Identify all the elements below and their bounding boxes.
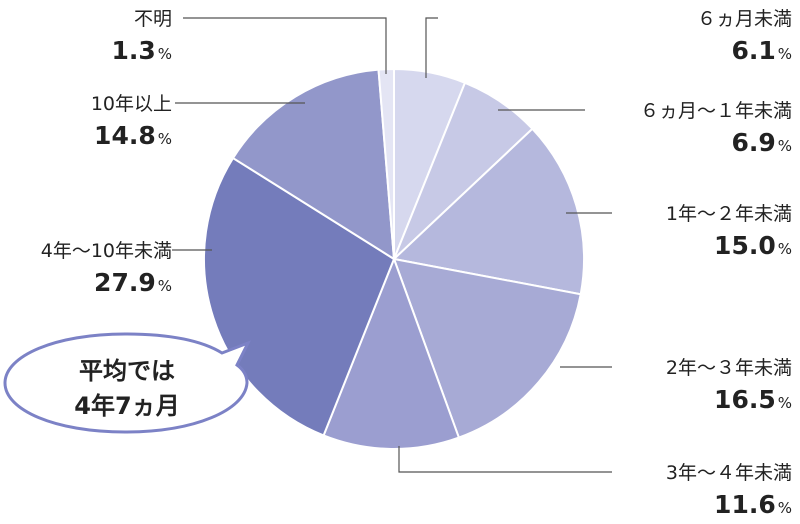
slice-value-label: 14.8% [94,121,172,150]
leader-lines [172,17,612,473]
slice-category-label: ６ヵ月未満 [697,8,792,30]
slice-value-label: 1.3% [111,36,172,65]
slice-category-label: 1年～２年未満 [666,203,792,225]
callout-line-2: 4年7ヵ月 [74,392,179,420]
slice-category-label: 10年以上 [91,93,172,115]
callout-bubble [3,332,252,434]
slice-value-label: 6.9% [731,128,792,157]
pie-slices [203,67,585,450]
pie-slice [322,256,461,450]
slice-category-label: 3年～４年未満 [666,462,792,484]
leader-line [398,446,612,473]
slice-category-label: 4年～10年未満 [41,240,172,262]
leader-line [183,17,387,74]
slice-value-label: 16.5% [714,385,792,414]
average-callout: 平均では 4年7ヵ月 [3,332,252,434]
slice-category-label: 2年～３年未満 [666,357,792,379]
pie-slice [391,127,585,296]
leader-line [425,17,438,78]
slice-category-label: ６ヵ月～１年未満 [640,100,792,122]
callout-line-1: 平均では [79,357,175,385]
pie-slice [231,68,396,261]
pie-slice [203,156,396,437]
slice-value-label: 6.1% [731,36,792,65]
slice-category-label: 不明 [134,8,172,30]
slice-value-label: 11.6% [714,490,792,519]
slice-value-label: 15.0% [714,231,792,260]
slice-labels: ６ヵ月未満 6.1 % ６ヵ月～１年未満 6.9 % 1年～２年未満 15.0 % 2年～３年未満… [41,8,792,519]
slice-value-label: 27.9% [94,268,172,297]
pie-slice [392,257,582,439]
